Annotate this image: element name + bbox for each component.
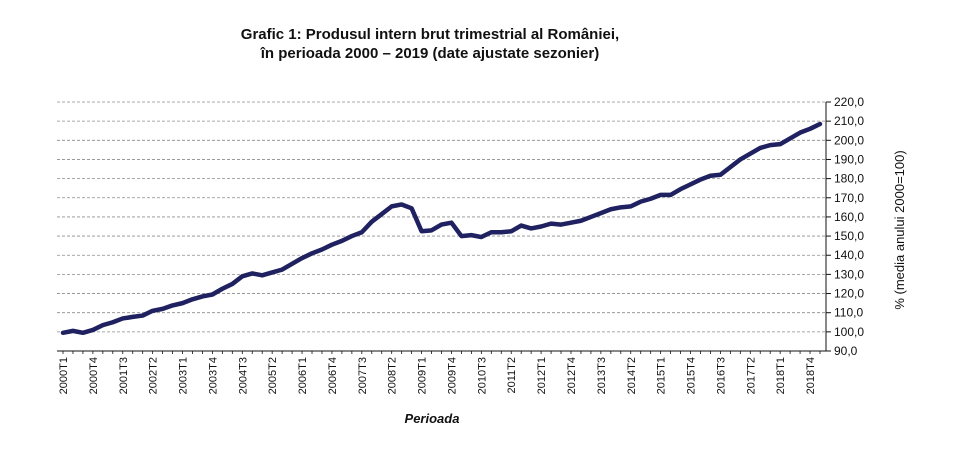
- chart-title: Grafic 1: Produsul intern brut trimestri…: [240, 26, 620, 43]
- x-tick-label: 2006T4: [327, 357, 339, 394]
- x-tick-label: 2007T3: [357, 357, 369, 394]
- x-tick-label: 2018T1: [775, 357, 787, 394]
- grid-lines: [57, 101, 826, 333]
- x-tick-label: 2015T4: [686, 357, 698, 394]
- y-tick-label: 200,0: [834, 133, 864, 147]
- x-tick-label: 2003T1: [178, 357, 190, 394]
- x-tick-label: 2009T1: [417, 357, 429, 394]
- y-tick-label: 110,0: [834, 306, 863, 320]
- y-tick-label: 180,0: [834, 172, 864, 186]
- x-tick-label: 2012T1: [536, 357, 548, 394]
- series-line-pib: [60, 121, 823, 336]
- x-tick-label: 2000T4: [88, 357, 100, 394]
- y-axis-ticks: 90,0 100,0 110,0 120,0 130,0 140,0 150,0 160,0 1…: [826, 95, 864, 358]
- y-tick-label: 140,0: [834, 248, 864, 262]
- y-axis-label: % (media anului 2000=100): [892, 150, 907, 309]
- x-tick-label: 2013T3: [596, 357, 608, 394]
- x-tick-label: 2012T4: [566, 357, 578, 394]
- x-tick-label: 2015T1: [656, 357, 668, 394]
- x-tick-label: 2010T3: [476, 357, 488, 394]
- x-tick-label: 2016T3: [715, 357, 727, 394]
- y-tick-label: 220,0: [834, 95, 864, 109]
- x-tick-label: 2018T4: [805, 357, 817, 394]
- y-tick-label: 130,0: [834, 267, 864, 281]
- y-tick-label: 90,0: [834, 344, 858, 358]
- y-tick-label: 120,0: [834, 287, 864, 301]
- x-tick-label: 2004T3: [237, 357, 249, 394]
- x-tick-label: 2009T4: [446, 357, 458, 394]
- x-tick-label: 2003T4: [207, 357, 219, 394]
- y-tick-label: 190,0: [834, 152, 864, 166]
- x-tick-label: 2014T2: [626, 357, 638, 394]
- y-tick-label: 210,0: [834, 114, 864, 128]
- x-axis-ticks: 2000T1 2000T4 2001T3 2002T2 2003T1 2003T4 2004…: [58, 351, 821, 394]
- x-axis-label: Perioada: [405, 411, 460, 426]
- x-tick-label: 2002T2: [148, 357, 160, 394]
- x-tick-label: 2011T2: [506, 357, 518, 394]
- y-tick-label: 170,0: [834, 191, 864, 205]
- y-tick-label: 160,0: [834, 210, 864, 224]
- x-tick-label: 2017T2: [745, 357, 757, 394]
- y-tick-label: 100,0: [834, 325, 864, 339]
- x-tick-label: 2001T3: [118, 357, 130, 394]
- y-tick-label: 150,0: [834, 229, 864, 243]
- x-tick-label: 2008T2: [387, 357, 399, 394]
- chart-subtitle: în perioada 2000 – 2019 (date ajustate s…: [260, 45, 600, 62]
- x-tick-label: 2000T1: [58, 357, 70, 394]
- x-tick-label: 2006T1: [297, 357, 309, 394]
- x-tick-label: 2005T2: [267, 357, 279, 394]
